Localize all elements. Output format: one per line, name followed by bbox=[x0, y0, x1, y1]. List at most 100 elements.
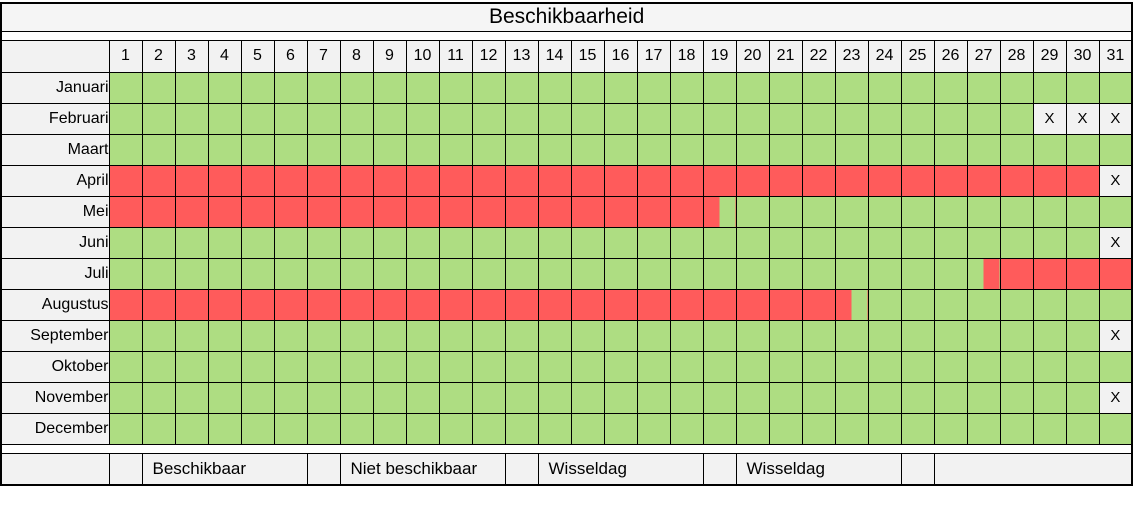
cell-juni-21 bbox=[768, 226, 803, 259]
cell-oktober-7 bbox=[306, 350, 341, 383]
day-header-24: 24 bbox=[867, 39, 902, 73]
month-label-oktober: Oktober bbox=[0, 350, 110, 383]
cell-februari-8 bbox=[339, 102, 374, 135]
cell-mei-1 bbox=[108, 195, 143, 228]
cell-december-14 bbox=[537, 412, 572, 445]
cell-februari-31: X bbox=[1098, 102, 1133, 135]
month-row-oktober: Oktober bbox=[0, 350, 1133, 383]
cell-mei-20 bbox=[735, 195, 770, 228]
cell-december-26 bbox=[933, 412, 968, 445]
cell-februari-19 bbox=[702, 102, 737, 135]
cell-april-1 bbox=[108, 164, 143, 197]
cell-maart-15 bbox=[570, 133, 605, 166]
cell-november-6 bbox=[273, 381, 308, 414]
cell-maart-22 bbox=[801, 133, 836, 166]
cell-maart-28 bbox=[999, 133, 1034, 166]
cell-december-8 bbox=[339, 412, 374, 445]
cell-augustus-9 bbox=[372, 288, 407, 321]
cell-oktober-5 bbox=[240, 350, 275, 383]
cell-februari-6 bbox=[273, 102, 308, 135]
month-row-maart: Maart bbox=[0, 133, 1133, 166]
cell-december-22 bbox=[801, 412, 836, 445]
cell-september-30 bbox=[1065, 319, 1100, 352]
cell-december-2 bbox=[141, 412, 176, 445]
cell-december-11 bbox=[438, 412, 473, 445]
cell-januari-24 bbox=[867, 71, 902, 104]
cell-april-23 bbox=[834, 164, 869, 197]
cell-augustus-17 bbox=[636, 288, 671, 321]
legend-trailing-cell-1 bbox=[900, 452, 935, 486]
cell-augustus-14 bbox=[537, 288, 572, 321]
cell-mei-5 bbox=[240, 195, 275, 228]
cell-september-29 bbox=[1032, 319, 1067, 352]
cell-september-14 bbox=[537, 319, 572, 352]
cell-januari-6 bbox=[273, 71, 308, 104]
cell-maart-11 bbox=[438, 133, 473, 166]
cell-oktober-14 bbox=[537, 350, 572, 383]
spacer-row-bottom bbox=[0, 443, 1133, 454]
cell-november-14 bbox=[537, 381, 572, 414]
cell-september-15 bbox=[570, 319, 605, 352]
cell-augustus-15 bbox=[570, 288, 605, 321]
spacer-bottom bbox=[0, 443, 1133, 454]
cell-februari-26 bbox=[933, 102, 968, 135]
cell-december-27 bbox=[966, 412, 1001, 445]
cell-mei-15 bbox=[570, 195, 605, 228]
cell-februari-30: X bbox=[1065, 102, 1100, 135]
cell-september-5 bbox=[240, 319, 275, 352]
cell-december-3 bbox=[174, 412, 209, 445]
cell-juni-27 bbox=[966, 226, 1001, 259]
cell-september-22 bbox=[801, 319, 836, 352]
cell-juni-5 bbox=[240, 226, 275, 259]
legend-label-4: Wisseldag bbox=[735, 452, 902, 486]
cell-december-7 bbox=[306, 412, 341, 445]
cell-juni-17 bbox=[636, 226, 671, 259]
cell-januari-10 bbox=[405, 71, 440, 104]
cell-maart-31 bbox=[1098, 133, 1133, 166]
month-label-juli: Juli bbox=[0, 257, 110, 290]
cell-juni-7 bbox=[306, 226, 341, 259]
month-row-april: April X bbox=[0, 164, 1133, 197]
cell-februari-9 bbox=[372, 102, 407, 135]
cell-november-19 bbox=[702, 381, 737, 414]
cell-augustus-30 bbox=[1065, 288, 1100, 321]
cell-april-9 bbox=[372, 164, 407, 197]
cell-november-29 bbox=[1032, 381, 1067, 414]
cell-december-30 bbox=[1065, 412, 1100, 445]
cell-augustus-29 bbox=[1032, 288, 1067, 321]
cell-juni-8 bbox=[339, 226, 374, 259]
cell-januari-20 bbox=[735, 71, 770, 104]
cell-november-26 bbox=[933, 381, 968, 414]
day-header-14: 14 bbox=[537, 39, 572, 73]
cell-augustus-7 bbox=[306, 288, 341, 321]
day-header-6: 6 bbox=[273, 39, 308, 73]
cell-oktober-29 bbox=[1032, 350, 1067, 383]
cell-december-13 bbox=[504, 412, 539, 445]
cell-september-24 bbox=[867, 319, 902, 352]
cell-juli-23 bbox=[834, 257, 869, 290]
cell-oktober-4 bbox=[207, 350, 242, 383]
cell-maart-13 bbox=[504, 133, 539, 166]
cell-augustus-18 bbox=[669, 288, 704, 321]
cell-april-31: X bbox=[1098, 164, 1133, 197]
legend-swatch-4 bbox=[702, 452, 737, 486]
legend-swatch-2 bbox=[306, 452, 341, 486]
cell-juli-20 bbox=[735, 257, 770, 290]
cell-februari-24 bbox=[867, 102, 902, 135]
cell-augustus-28 bbox=[999, 288, 1034, 321]
cell-mei-14 bbox=[537, 195, 572, 228]
month-row-juli: Juli bbox=[0, 257, 1133, 290]
cell-juni-26 bbox=[933, 226, 968, 259]
cell-oktober-1 bbox=[108, 350, 143, 383]
day-header-11: 11 bbox=[438, 39, 473, 73]
cell-juli-9 bbox=[372, 257, 407, 290]
cell-september-7 bbox=[306, 319, 341, 352]
cell-augustus-24 bbox=[867, 288, 902, 321]
cell-juli-18 bbox=[669, 257, 704, 290]
cell-januari-13 bbox=[504, 71, 539, 104]
cell-april-24 bbox=[867, 164, 902, 197]
cell-mei-30 bbox=[1065, 195, 1100, 228]
cell-augustus-21 bbox=[768, 288, 803, 321]
cell-augustus-2 bbox=[141, 288, 176, 321]
cell-december-28 bbox=[999, 412, 1034, 445]
